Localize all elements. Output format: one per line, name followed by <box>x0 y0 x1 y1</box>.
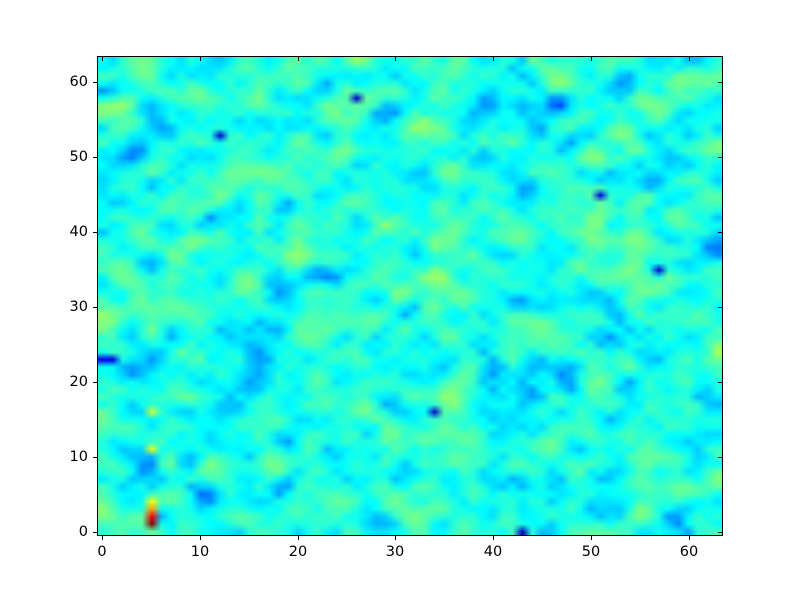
xtick-30 <box>395 536 396 540</box>
ytick-right-60 <box>718 82 722 83</box>
ytick-20 <box>93 382 97 383</box>
xtick-40 <box>493 536 494 540</box>
yticklabel-20: 20 <box>69 373 88 390</box>
yticklabel-60: 60 <box>69 73 88 90</box>
ytick-right-50 <box>718 157 722 158</box>
ytick-right-0 <box>718 532 722 533</box>
yticklabel-50: 50 <box>69 148 88 165</box>
xtick-top-60 <box>689 57 690 61</box>
xtick-top-30 <box>395 57 396 61</box>
xtick-top-40 <box>493 57 494 61</box>
ytick-right-30 <box>718 307 722 308</box>
xtick-top-50 <box>591 57 592 61</box>
xtick-0 <box>102 536 103 540</box>
xtick-50 <box>591 536 592 540</box>
xticklabel-20: 20 <box>288 544 308 560</box>
xtick-60 <box>689 536 690 540</box>
heatmap-image <box>98 57 722 535</box>
yticklabel-10: 10 <box>69 448 88 465</box>
xtick-20 <box>298 536 299 540</box>
ytick-60 <box>93 82 97 83</box>
xticklabel-60: 60 <box>679 544 699 560</box>
xtick-10 <box>200 536 201 540</box>
xtick-top-0 <box>102 57 103 61</box>
ytick-right-40 <box>718 232 722 233</box>
xticklabel-30: 30 <box>385 544 405 560</box>
yticklabel-40: 40 <box>69 223 88 240</box>
heatmap-axes <box>97 56 723 536</box>
ytick-right-20 <box>718 382 722 383</box>
xtick-top-10 <box>200 57 201 61</box>
ytick-0 <box>93 532 97 533</box>
xticklabel-10: 10 <box>190 544 210 560</box>
xticklabel-0: 0 <box>97 544 107 560</box>
xtick-top-20 <box>298 57 299 61</box>
xticklabel-40: 40 <box>483 544 503 560</box>
xticklabel-50: 50 <box>581 544 601 560</box>
yticklabel-0: 0 <box>78 523 88 540</box>
ytick-30 <box>93 307 97 308</box>
yticklabel-30: 30 <box>69 298 88 315</box>
ytick-40 <box>93 232 97 233</box>
ytick-50 <box>93 157 97 158</box>
ytick-right-10 <box>718 457 722 458</box>
ytick-10 <box>93 457 97 458</box>
